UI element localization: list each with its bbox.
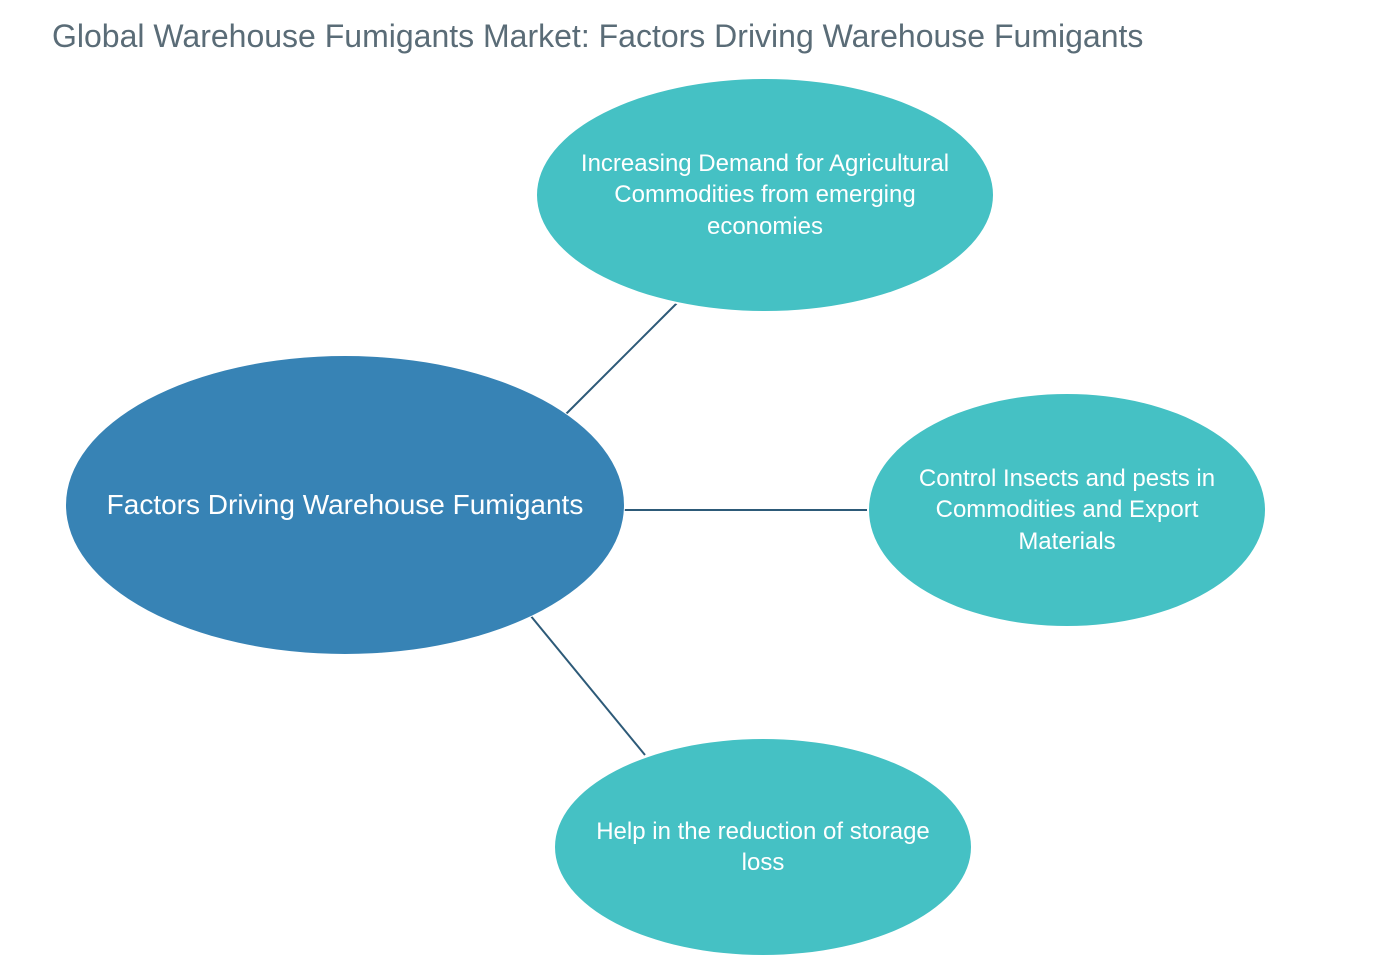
edge-center-bottom [530,615,645,755]
node-center: Factors Driving Warehouse Fumigants [65,355,625,655]
diagram-title: Global Warehouse Fumigants Market: Facto… [52,18,1143,55]
node-bottom: Help in the reduction of storage loss [553,737,973,957]
node-bottom-label: Help in the reduction of storage loss [555,796,971,898]
node-right: Control Insects and pests in Commodities… [867,392,1267,628]
node-right-label: Control Insects and pests in Commodities… [869,443,1265,577]
node-center-label: Factors Driving Warehouse Fumigants [87,467,604,543]
node-top-label: Increasing Demand for Agricultural Commo… [537,128,993,262]
edge-center-top [565,300,680,415]
node-top: Increasing Demand for Agricultural Commo… [535,77,995,313]
